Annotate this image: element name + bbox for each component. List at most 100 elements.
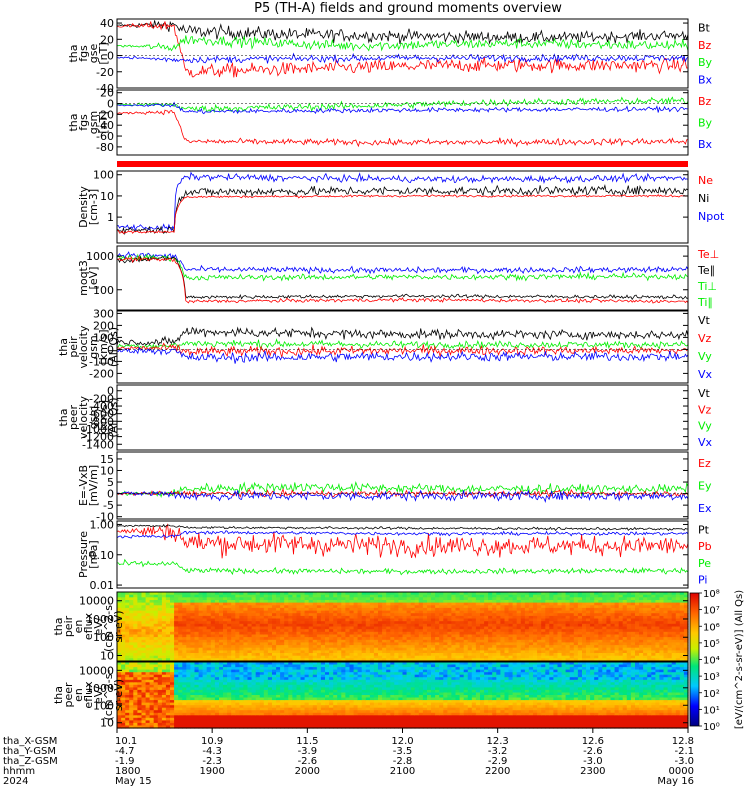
x-tick-label: -3.5 <box>393 746 413 757</box>
series-line-bt <box>117 20 689 45</box>
y-tick-label: 0 <box>107 343 114 356</box>
y-axis-label: Density[cm-3] <box>77 186 100 228</box>
svg-text:velocity: velocity <box>77 325 90 368</box>
legend-entry: Pi <box>698 574 707 587</box>
panel-frame <box>116 310 689 384</box>
y-tick-label: -100 <box>89 355 114 368</box>
svg-text:(All Qs): (All Qs) <box>107 397 120 437</box>
svg-text:fgs: fgs <box>77 114 90 131</box>
series-line-bx <box>116 52 689 64</box>
legend-entry: Bt <box>698 22 711 35</box>
x-tick-label: -1.9 <box>115 756 135 767</box>
legend-entry: Pe <box>698 557 711 570</box>
legend-entry: Pt <box>698 523 710 536</box>
y-tick-label: -40 <box>96 82 114 95</box>
colorbar-tick-label: 10⁵ <box>703 639 720 650</box>
legend-entry: Vx <box>698 436 713 449</box>
x-row-label: tha_Z-GSM <box>3 756 58 767</box>
svg-text:Density: Density <box>77 186 90 228</box>
y-tick-label: 0.01 <box>90 579 115 592</box>
x-tick-label: 11.5 <box>296 736 318 747</box>
series-line-bx <box>116 101 689 115</box>
panel-frame <box>116 18 689 89</box>
legend-entry: Ex <box>698 502 712 515</box>
y-tick-label: 40 <box>100 17 114 30</box>
panel-frame <box>116 170 689 244</box>
svg-text:gsm: gsm <box>87 406 100 429</box>
svg-text:eV/: eV/ <box>92 617 105 635</box>
panel-frame <box>116 451 689 520</box>
legend-entry: Bz <box>698 39 712 52</box>
svg-text:gsm: gsm <box>87 335 100 358</box>
y-tick-label: 10000 <box>79 664 114 677</box>
legend-entry: Bz <box>698 95 712 108</box>
y-tick-label: -1400 <box>82 438 114 451</box>
x-tick-label: -3.0 <box>583 756 603 767</box>
y-tick-label: 0 <box>107 50 114 63</box>
panel-frame <box>116 591 689 662</box>
series-line-npot <box>116 171 689 232</box>
series-line-pb <box>116 523 689 559</box>
y-tick-label: 0 <box>107 385 114 398</box>
y-tick-label: -800 <box>89 415 114 428</box>
series-line-vz <box>117 342 689 358</box>
colorbar-tick-label: 10⁶ <box>703 622 720 633</box>
panel-9: 10000100010010thapeirenefluxeV/(cm^2-s-s… <box>52 591 689 663</box>
y-tick-label: -80 <box>96 141 114 154</box>
y-tick-label: -60 <box>96 130 114 143</box>
x-row-label: hhmm <box>3 766 35 777</box>
series-line-ti <box>116 253 689 282</box>
x-tick-label: 12.0 <box>391 736 413 747</box>
svg-text:tha: tha <box>57 408 70 426</box>
legend-entry: Npot <box>698 210 725 223</box>
series-line-ni <box>116 183 689 236</box>
x-tick-label: 1900 <box>199 766 224 777</box>
legend-entry: By <box>698 117 713 130</box>
y-tick-label: 10000 <box>79 595 114 608</box>
panel-frame <box>116 245 689 311</box>
series-line-ez <box>116 488 689 499</box>
svg-text:tha: tha <box>52 617 65 635</box>
svg-text:peir: peir <box>62 615 75 637</box>
panel-stack: 40200-20-40thafgsgse[nT]BtBzByBx200-20-4… <box>52 17 745 733</box>
y-tick-label: -10 <box>96 511 114 524</box>
svg-text:gsm: gsm <box>87 111 100 134</box>
series-line-bz <box>117 109 689 148</box>
orbit-state-bar <box>117 161 688 167</box>
svg-text:[eV]: [eV] <box>87 267 100 290</box>
y-tick-label: 10 <box>100 717 114 730</box>
y-tick-label: 20 <box>100 87 114 100</box>
colorbar-label: [eV/(cm^2-s-sr-eV)] (All Qs) <box>734 590 745 729</box>
svg-text:tha: tha <box>67 113 80 131</box>
svg-text:(cm^2-s-: (cm^2-s- <box>102 601 115 652</box>
legend-entry: Bx <box>698 73 713 86</box>
panel-frame <box>116 384 689 451</box>
panel-6: 0-200-400-600-800-1000-1200-1400thapeerv… <box>57 384 713 451</box>
svg-text:peer: peer <box>67 405 80 431</box>
x-tick-label: 12.3 <box>487 736 509 747</box>
y-tick-label: -1200 <box>82 431 114 444</box>
x-tick-label: 12.6 <box>582 736 604 747</box>
y-tick-label: 100 <box>93 631 114 644</box>
svg-text:[nT]: [nT] <box>97 111 110 133</box>
x-tick-label: -2.6 <box>583 746 603 757</box>
colorbar-tick-label: 10² <box>703 689 720 700</box>
x-tick-label: -3.9 <box>298 746 318 757</box>
figure-title: P5 (TH-A) fields and ground moments over… <box>254 1 562 16</box>
series-line-by <box>117 96 689 114</box>
svg-text:[km/s]: [km/s] <box>97 400 110 435</box>
colorbar-tick-label: 10⁸ <box>703 589 720 600</box>
panel-10: 10000 1000 100 10thapeerenefluxeV/(cm^2-s-s… <box>52 661 689 730</box>
y-tick-label: 300 <box>93 307 114 320</box>
x-row-label: 2024 <box>3 776 28 787</box>
series-line-te <box>116 255 689 301</box>
spectrogram-9 <box>117 592 689 662</box>
colorbar-tick-label: 10³ <box>703 672 720 683</box>
legend-entry: Vy <box>698 350 712 363</box>
y-tick-label: 15 <box>100 453 114 466</box>
